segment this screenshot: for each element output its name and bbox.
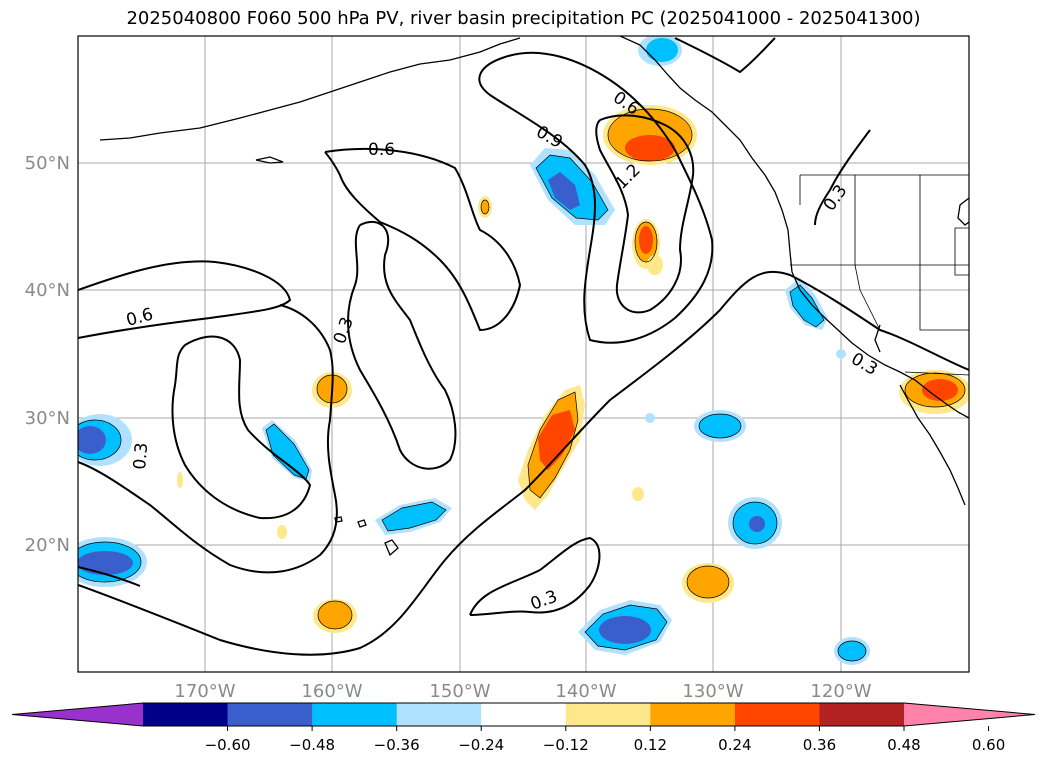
lon-label-160w: 160°W [301, 681, 362, 702]
lon-label-170w: 170°W [174, 681, 235, 702]
pv-contour-lines [78, 37, 969, 656]
colorbar-extend-high [904, 703, 1035, 726]
colorbar-segment [565, 703, 651, 726]
colorbar-segment [819, 703, 905, 726]
lat-label-40n: 40°N [25, 280, 70, 301]
colorbar-tick-label: 0.48 [887, 736, 920, 754]
map-title: 2025040800 F060 500 hPa PV, river basin … [126, 8, 921, 29]
colorbar-tick-label: −0.36 [374, 736, 420, 754]
colorbar-segment [650, 703, 736, 726]
lon-label-140w: 140°W [555, 681, 616, 702]
colorbar-segment [312, 703, 398, 726]
colorbar-tick-label: 0.60 [972, 736, 1005, 754]
contour-label-0.3-b: 0.3 [130, 442, 152, 471]
lon-label-120w: 120°W [810, 681, 871, 702]
colorbar-tick-label: −0.60 [205, 736, 251, 754]
colorbar-tick-label: 0.12 [634, 736, 667, 754]
longitude-labels: 170°W 160°W 150°W 140°W 130°W 120°W [174, 681, 871, 702]
lat-label-20n: 20°N [25, 535, 70, 556]
negative-anomaly-blob-southwest [78, 537, 147, 587]
lon-label-150w: 150°W [429, 681, 490, 702]
contour-label-0.6-a: 0.6 [368, 140, 395, 160]
lon-label-130w: 130°W [682, 681, 743, 702]
coastlines [99, 36, 969, 557]
latitude-labels: 50°N 40°N 30°N 20°N [25, 153, 70, 556]
negative-anomaly-blob-coast [785, 278, 828, 330]
map-border [77, 35, 970, 673]
negative-anomaly-blob-west [78, 414, 132, 466]
lat-label-30n: 30°N [25, 408, 70, 429]
lat-label-50n: 50°N [25, 153, 70, 174]
borders [790, 174, 969, 376]
positive-anomaly-blob-gulf-alaska [603, 105, 697, 165]
map-panel: 0.6 0.9 1.2 0.6 0.6 0.3 0.3 0.3 0.3 0.3 [77, 35, 970, 673]
map-background [78, 36, 969, 672]
colorbar-segment [143, 703, 229, 726]
colorbar-outline [11, 702, 1036, 727]
precip-anomaly-outlines [78, 108, 966, 662]
colorbar-tick-label: 0.24 [718, 736, 751, 754]
colorbar-tick-label: −0.24 [458, 736, 504, 754]
colorbar-tick-label: −0.12 [543, 736, 589, 754]
colorbar-extend-low [12, 703, 143, 726]
colorbar-segment [396, 703, 482, 726]
precip-anomaly-fills [78, 36, 969, 665]
colorbar-segment [481, 703, 567, 726]
colorbar-tick-label: 0.36 [803, 736, 836, 754]
colorbar-segment [227, 703, 313, 726]
colorbar: −0.60 −0.48 −0.36 −0.24 −0.12 0.12 0.24 0.36 0.4… [11, 702, 1036, 754]
colorbar-tick-label: −0.48 [289, 736, 335, 754]
negative-anomaly-blob-north [530, 148, 615, 225]
colorbar-segment [734, 703, 820, 726]
